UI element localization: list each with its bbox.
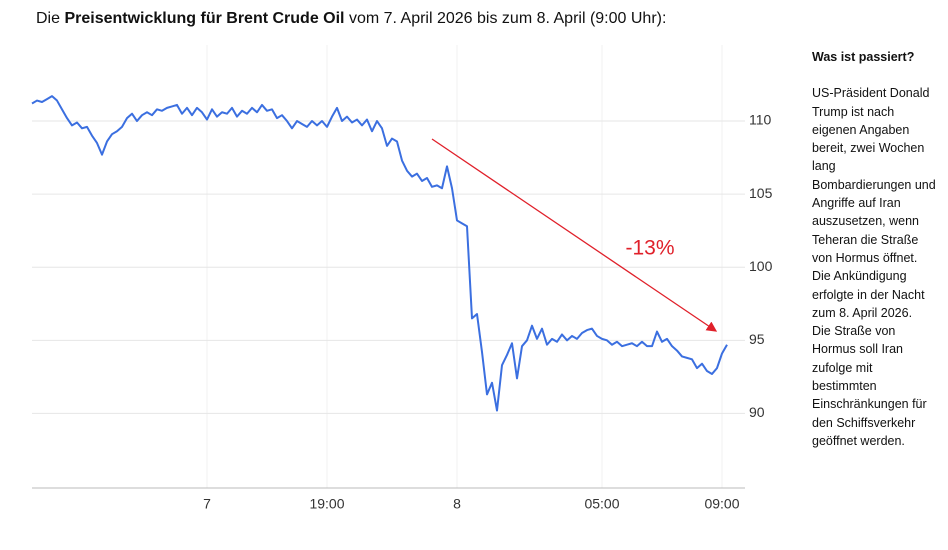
chart: -13% 90 95 100 105 110 7 19:00 8 05:00 09:00 (31, 45, 773, 512)
x-tick-label: 09:00 (704, 496, 739, 512)
title: Die Preisentwicklung für Brent Crude Oil… (36, 10, 666, 28)
sidebar-paragraph: Die Straße von Hormus soll Iran zufolge … (812, 324, 927, 448)
price-line (31, 95, 728, 412)
title-part: Preisentwicklung für Brent Crude Oil (64, 10, 345, 27)
x-tick-label: 8 (453, 496, 461, 512)
y-tick-label: 110 (749, 112, 772, 128)
x-tick-label: 05:00 (584, 496, 619, 512)
title-part: vom 7. April 2026 bis zum 8. April (9:00… (344, 10, 667, 27)
sidebar: Was ist passiert? US-Präsident Donald Tr… (812, 48, 936, 450)
y-tick-label: 105 (749, 185, 773, 201)
title-part: Die (36, 10, 65, 27)
x-tick-label: 19:00 (309, 496, 344, 512)
trend-arrow (431, 138, 718, 332)
y-tick-label: 90 (749, 404, 765, 420)
sidebar-heading: Was ist passiert? (812, 50, 915, 64)
y-tick-label: 100 (749, 258, 773, 274)
annotation: -13% (625, 237, 674, 260)
y-tick-label: 95 (749, 331, 765, 347)
sidebar-paragraph: US-Präsident Donald Trump ist nach eigen… (812, 86, 936, 320)
x-tick-label: 7 (203, 496, 211, 512)
